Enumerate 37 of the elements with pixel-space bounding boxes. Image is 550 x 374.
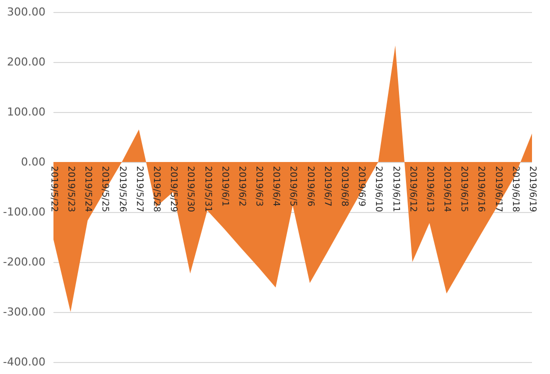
x-tick-label: 2019/5/28 (151, 166, 162, 212)
y-tick-label: 0.00 (20, 156, 46, 168)
y-tick-label: -100.00 (2, 206, 46, 218)
x-tick-label: 2019/5/29 (168, 166, 178, 212)
x-tick-label: 2019/6/10 (373, 166, 384, 212)
x-tick-label: 2019/6/14 (442, 166, 452, 212)
x-tick-label: 2019/6/16 (476, 166, 486, 212)
x-tick-label: 2019/5/24 (82, 166, 93, 212)
x-tick-label: 2019/6/8 (339, 166, 349, 207)
y-tick-label: 100.00 (6, 106, 46, 118)
x-tick-label: 2019/5/26 (116, 166, 127, 212)
x-tick-label: 2019/6/15 (458, 166, 469, 212)
y-tick-label: -300.00 (2, 306, 46, 318)
x-tick-label: 2019/6/6 (304, 166, 315, 207)
y-tick-label: -400.00 (2, 356, 46, 368)
x-tick-label: 2019/6/1 (219, 166, 230, 206)
x-tick-label: 2019/6/2 (236, 166, 246, 206)
x-tick-label: 2019/5/27 (134, 166, 144, 212)
x-tick-label: 2019/6/9 (356, 166, 366, 207)
x-tick-label: 2019/6/7 (322, 166, 332, 206)
x-tick-label: 2019/5/30 (185, 166, 196, 212)
y-tick-label: 200.00 (6, 56, 46, 68)
x-tick-label: 2019/6/5 (288, 166, 298, 206)
y-tick-label: -200.00 (2, 256, 46, 268)
x-tick-label: 2019/5/25 (100, 166, 110, 212)
x-tick-label: 2019/6/17 (492, 166, 503, 212)
x-tick-label: 2019/6/19 (527, 166, 537, 212)
x-tick-label: 2019/5/23 (66, 166, 76, 212)
x-tick-label: 2019/6/18 (510, 166, 520, 212)
y-tick-label: 300.00 (6, 6, 46, 18)
x-tick-label: 2019/6/4 (270, 166, 281, 207)
x-tick-label: 2019/6/12 (407, 166, 418, 212)
x-tick-label: 2019/6/11 (390, 166, 400, 212)
x-tick-label: 2019/5/31 (202, 166, 212, 212)
x-tick-label: 2019/6/13 (424, 166, 434, 212)
x-tick-label: 2019/5/22 (48, 166, 58, 212)
x-tick-label: 2019/6/3 (254, 166, 264, 206)
